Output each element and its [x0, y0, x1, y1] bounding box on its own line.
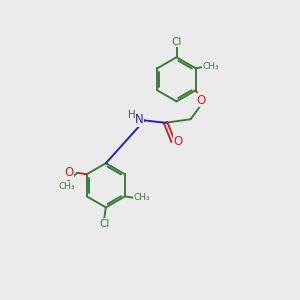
Text: CH₃: CH₃: [202, 62, 219, 71]
Text: N: N: [135, 113, 143, 126]
Text: O: O: [174, 134, 183, 148]
Text: O: O: [64, 166, 74, 179]
Text: Cl: Cl: [99, 219, 110, 229]
Text: Cl: Cl: [171, 37, 182, 47]
Text: H: H: [128, 110, 136, 120]
Text: CH₃: CH₃: [133, 193, 150, 202]
Text: CH₃: CH₃: [58, 182, 75, 191]
Text: O: O: [196, 94, 206, 106]
